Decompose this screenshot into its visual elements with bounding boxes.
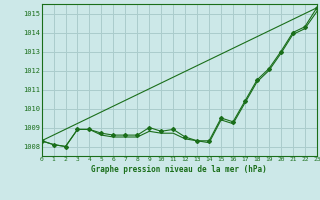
X-axis label: Graphe pression niveau de la mer (hPa): Graphe pression niveau de la mer (hPa) — [91, 165, 267, 174]
